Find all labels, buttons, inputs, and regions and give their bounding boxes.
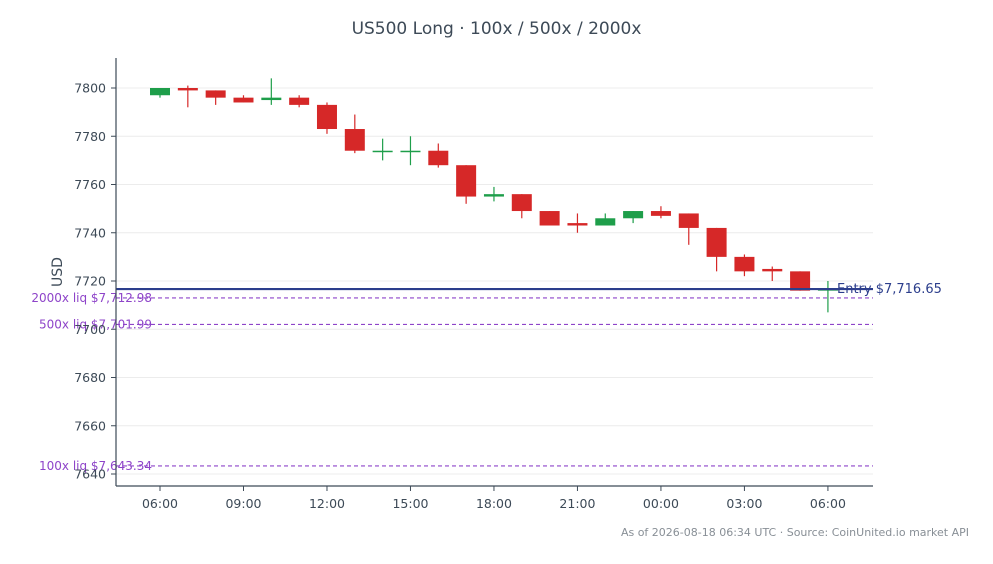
candle-body — [678, 213, 699, 228]
candle-body — [511, 194, 532, 212]
candle-body — [483, 194, 504, 197]
x-tick-label: 03:00 — [726, 496, 762, 511]
entry-label: Entry $7,716.65 — [837, 282, 942, 297]
liquidation-label: 500x liq $7,701.99 — [39, 317, 152, 331]
y-tick-label: 7680 — [74, 370, 106, 385]
y-axis-label: USD — [50, 257, 66, 287]
x-tick-label: 12:00 — [309, 496, 345, 511]
candle-body — [790, 271, 811, 291]
candle-body — [344, 129, 365, 151]
x-tick-label: 15:00 — [392, 496, 428, 511]
candle-body — [261, 97, 282, 101]
candle — [177, 85, 198, 108]
candle-body — [623, 211, 644, 219]
candle-body — [150, 88, 170, 96]
candle — [150, 88, 170, 98]
candle — [511, 194, 532, 219]
candle — [205, 90, 226, 105]
candle-body — [233, 97, 254, 103]
grid-lines — [116, 87, 873, 475]
candle-body — [539, 211, 560, 226]
candle — [233, 95, 254, 103]
candle-body — [706, 227, 727, 257]
y-tick-label: 7740 — [74, 225, 106, 240]
candle-body — [595, 218, 616, 226]
candle-body — [428, 150, 449, 166]
x-tick-label: 06:00 — [142, 496, 178, 511]
y-tick-label: 7660 — [74, 418, 106, 433]
candle — [456, 165, 477, 204]
liquidation-label: 100x liq $7,643.34 — [39, 459, 152, 473]
x-tick-label: 06:00 — [810, 496, 846, 511]
x-tick-label: 21:00 — [559, 496, 595, 511]
candle — [372, 138, 393, 161]
candle-body — [456, 165, 477, 197]
y-tick-label: 7720 — [74, 274, 106, 289]
candle-body — [289, 97, 310, 105]
y-tick-label: 7800 — [74, 81, 106, 96]
candle — [344, 114, 365, 154]
candle-body — [177, 88, 198, 91]
candle — [567, 213, 588, 233]
candle — [400, 136, 421, 166]
candle-body — [734, 256, 755, 272]
candle-body — [372, 150, 393, 153]
candles — [150, 78, 838, 313]
footer-source-note: As of 2026-08-18 06:34 UTC · Source: Coi… — [620, 526, 969, 539]
x-tick-label: 18:00 — [476, 496, 512, 511]
candle — [678, 213, 699, 245]
candle — [539, 211, 560, 226]
candle-body — [762, 268, 783, 272]
candle-body — [205, 90, 226, 98]
candle — [316, 102, 337, 134]
candle-body — [316, 104, 337, 130]
axes: 7640 7660 7680 7700 7720 7740 7760 7780 7800 06:0… — [74, 58, 873, 511]
x-tick-label: 09:00 — [225, 496, 261, 511]
y-tick-label: 7700 — [74, 322, 106, 337]
candle-body — [650, 211, 671, 216]
candle — [734, 254, 755, 277]
candle — [790, 271, 811, 291]
candle — [289, 95, 310, 108]
candle — [817, 281, 838, 313]
candle — [428, 143, 449, 168]
candle-body — [400, 150, 421, 153]
candle — [762, 266, 783, 281]
liquidation-label: 2000x liq $7,712.98 — [31, 291, 152, 305]
candle-body — [567, 223, 588, 226]
candle — [483, 186, 504, 202]
y-tick-label: 7640 — [74, 467, 106, 482]
y-tick-label: 7760 — [74, 177, 106, 192]
candle — [595, 213, 616, 226]
y-tick-label: 7780 — [74, 129, 106, 144]
reference-lines: 2000x liq $7,712.98 500x liq $7,701.99 100… — [31, 282, 942, 473]
candle — [623, 211, 644, 224]
x-tick-label: 00:00 — [643, 496, 679, 511]
candle — [261, 78, 282, 105]
candle — [650, 206, 671, 219]
chart-title: US500 Long · 100x / 500x / 2000x — [351, 19, 642, 39]
candle — [706, 227, 727, 272]
